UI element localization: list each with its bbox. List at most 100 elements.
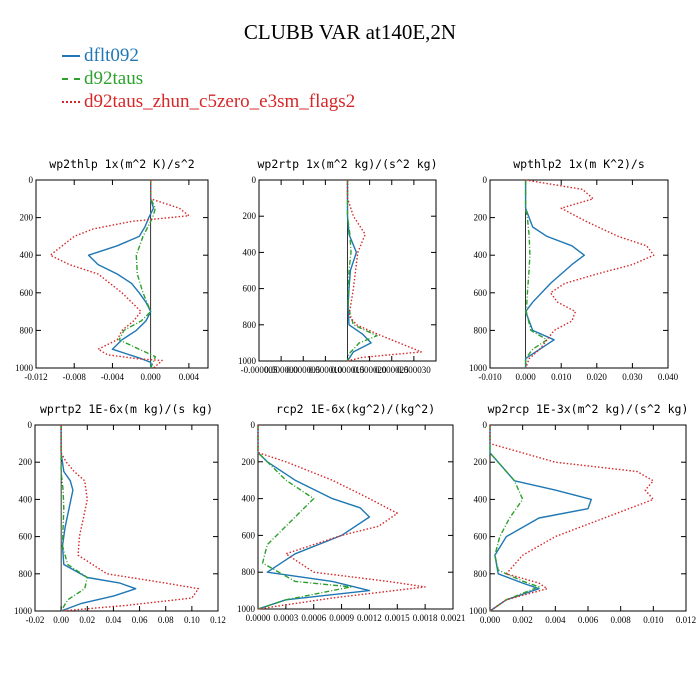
x-tick-label: 0.0018 <box>413 613 438 623</box>
y-tick-label: 800 <box>474 325 488 335</box>
chart-title: wprtp2 1E-6x(m kg)/(s kg) <box>40 402 213 416</box>
chart-title: wp2rtp 1x(m^2 kg)/(s^2 kg) <box>257 157 437 171</box>
series-line <box>60 425 200 612</box>
series-line <box>346 180 422 362</box>
y-tick-label: 0 <box>251 420 256 430</box>
series-line <box>257 425 371 610</box>
x-tick-label: -0.02 <box>26 615 45 625</box>
series-line <box>49 180 190 369</box>
series-line <box>489 425 654 612</box>
x-tick-label: 0.0012 <box>357 613 382 623</box>
x-tick-label: 0.010 <box>643 615 664 625</box>
x-tick-label: 0.10 <box>184 615 200 625</box>
x-tick-label: 0.004 <box>545 615 566 625</box>
y-tick-label: 400 <box>19 494 33 504</box>
legend-swatch <box>62 100 80 103</box>
y-tick-label: 200 <box>474 457 488 467</box>
y-tick-label: 800 <box>20 325 34 335</box>
legend-label: d92taus <box>84 68 144 89</box>
x-tick-label: 0.002 <box>513 615 533 625</box>
x-tick-label: 0.000 <box>141 372 162 382</box>
y-tick-label: 800 <box>242 567 256 577</box>
y-tick-label: 600 <box>19 532 33 542</box>
y-tick-label: 0 <box>28 420 33 430</box>
y-tick-label: 400 <box>243 247 257 257</box>
x-tick-label: 0.0021 <box>441 613 466 623</box>
y-tick-label: 0 <box>29 175 34 185</box>
y-tick-label: 1000 <box>15 363 34 373</box>
x-tick-label: 0.00 <box>53 615 69 625</box>
y-tick-label: 1000 <box>469 606 488 616</box>
legend-label: d92taus_zhun_c5zero_e3sm_flags2 <box>84 91 356 112</box>
y-tick-label: 400 <box>474 250 488 260</box>
series-line <box>524 180 548 368</box>
y-tick-label: 800 <box>474 569 488 579</box>
series-line <box>524 180 585 368</box>
x-tick-label: 0.12 <box>210 615 226 625</box>
series-line <box>346 180 378 362</box>
y-tick-label: 0 <box>252 175 257 185</box>
chart-panel: wprtp2 1E-6x(m kg)/(s kg) 0 200 400 600 800 10… <box>14 402 226 625</box>
y-tick-label: 800 <box>19 569 33 579</box>
x-tick-label: -0.010 <box>478 372 502 382</box>
legend: dflt092 d92taus d92taus_zhun_c5zero_e3sm… <box>62 44 355 113</box>
x-tick-label: -0.000005 <box>241 365 278 375</box>
x-tick-label: 0.000020 <box>353 365 387 375</box>
y-tick-label: 600 <box>243 284 257 294</box>
legend-entry: dflt092 <box>62 44 355 67</box>
chart-title: rcp2 1E-6x(kg^2)/(kg^2) <box>276 402 435 416</box>
y-tick-label: 400 <box>242 494 256 504</box>
series-line <box>346 180 372 362</box>
y-tick-label: 1000 <box>238 356 257 366</box>
y-tick-label: 600 <box>474 288 488 298</box>
chart-title: wp2thlp 1x(m^2 K)/s^2 <box>49 157 194 171</box>
x-tick-label: 0.030 <box>622 372 643 382</box>
x-tick-label: 0.012 <box>676 615 696 625</box>
y-tick-label: 200 <box>474 213 488 223</box>
x-tick-label: 0.000010 <box>309 365 343 375</box>
chart-panel: rcp2 1E-6x(kg^2)/(kg^2) 0 200 400 600 800 1000… <box>237 402 465 623</box>
series-line <box>524 179 655 369</box>
y-tick-label: 600 <box>242 530 256 540</box>
y-tick-label: 200 <box>20 213 34 223</box>
x-tick-label: 0.000025 <box>375 365 409 375</box>
x-tick-label: 0.0000 <box>246 613 271 623</box>
y-tick-label: 1000 <box>14 606 33 616</box>
plot-frame <box>34 424 219 612</box>
chart-panel: wp2rcp 1E-3x(m^2 kg)/(s^2 kg)0 200 400 600 8… <box>469 402 696 625</box>
y-tick-label: 600 <box>474 532 488 542</box>
figure-title: CLUBB VAR at140E,2N <box>243 20 457 44</box>
x-tick-label: 0.000 <box>515 372 536 382</box>
y-tick-label: 400 <box>20 250 34 260</box>
y-tick-label: 600 <box>20 288 34 298</box>
series-line <box>60 425 137 612</box>
x-tick-label: 0.08 <box>158 615 174 625</box>
x-tick-label: 0.0003 <box>273 613 298 623</box>
series-line <box>60 425 88 612</box>
series-line <box>489 425 592 612</box>
chart-title: wp2rcp 1E-3x(m^2 kg)/(s^2 kg) <box>488 402 689 416</box>
plot-frame <box>35 179 209 369</box>
x-tick-label: -0.008 <box>63 372 87 382</box>
y-tick-label: 0 <box>483 175 488 185</box>
x-tick-label: 0.000030 <box>397 365 431 375</box>
x-tick-label: 0.000015 <box>331 365 365 375</box>
series-line <box>118 180 157 369</box>
series-line <box>87 180 155 368</box>
legend-swatch <box>62 54 80 57</box>
series-line <box>489 425 540 612</box>
legend-entry: d92taus_zhun_c5zero_e3sm_flags2 <box>62 90 355 113</box>
x-tick-label: 0.02 <box>79 615 95 625</box>
x-tick-label: 0.020 <box>587 372 608 382</box>
series-line <box>257 425 426 610</box>
y-tick-label: 0 <box>483 420 488 430</box>
x-tick-label: 0.008 <box>611 615 632 625</box>
x-tick-label: 0.06 <box>132 615 148 625</box>
chart-title: wpthlp2 1x(m K^2)/s <box>513 157 645 171</box>
x-tick-label: 0.006 <box>578 615 599 625</box>
x-tick-label: 0.010 <box>551 372 572 382</box>
x-tick-label: 0.0009 <box>329 613 354 623</box>
x-tick-label: 0.000 <box>480 615 501 625</box>
x-tick-label: 0.040 <box>658 372 679 382</box>
